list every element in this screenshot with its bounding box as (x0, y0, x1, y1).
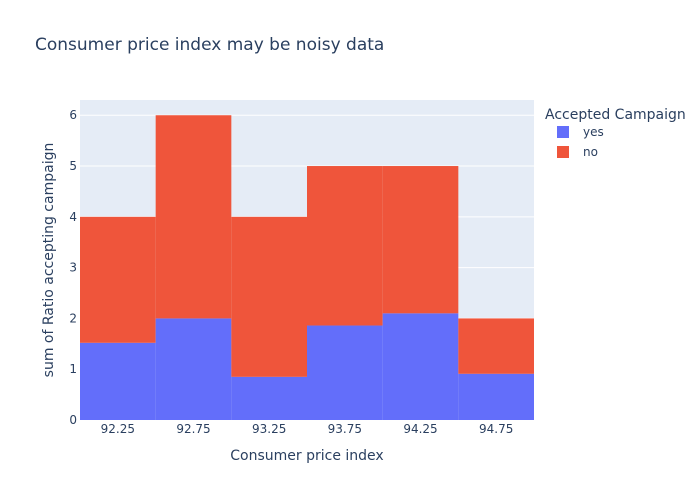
x-tick-label: 92.25 (101, 422, 135, 436)
bar-no-93.75[interactable] (307, 166, 383, 326)
bar-no-94.25[interactable] (382, 166, 459, 314)
bar-yes-92.25[interactable] (80, 342, 156, 420)
legend-label: yes (583, 125, 604, 139)
x-tick-labels: 92.25 92.75 93.25 93.75 94.25 94.75 (101, 422, 514, 436)
y-tick-label: 2 (69, 311, 77, 325)
chart-title: Consumer price index may be noisy data (35, 35, 384, 55)
legend[interactable]: Accepted Campaign yes no (545, 107, 686, 159)
x-tick-label: 94.75 (479, 422, 513, 436)
bar-yes-94.75[interactable] (458, 373, 534, 420)
y-tick-label: 6 (69, 108, 77, 122)
legend-swatch (557, 146, 569, 158)
bar-no-93.25[interactable] (231, 216, 307, 377)
x-tick-label: 92.75 (176, 422, 210, 436)
bar-yes-94.25[interactable] (382, 313, 459, 420)
legend-label: no (583, 145, 598, 159)
y-tick-label: 1 (69, 362, 77, 376)
y-tick-label: 0 (69, 413, 77, 427)
x-axis-title: Consumer price index (230, 448, 383, 464)
y-tick-label: 3 (69, 261, 77, 275)
bar-no-92.25[interactable] (80, 216, 156, 343)
bar-no-94.75[interactable] (458, 318, 534, 374)
x-tick-label: 93.25 (252, 422, 286, 436)
x-tick-label: 94.25 (403, 422, 437, 436)
y-tick-label: 4 (69, 210, 77, 224)
legend-title: Accepted Campaign (545, 107, 686, 123)
bar-yes-93.75[interactable] (307, 325, 383, 420)
y-tick-label: 5 (69, 159, 77, 173)
legend-item-yes[interactable]: yes (557, 125, 604, 139)
y-tick-labels: 0 1 2 3 4 5 6 (69, 108, 77, 427)
legend-swatch (557, 126, 569, 138)
legend-item-no[interactable]: no (557, 145, 598, 159)
bars (80, 115, 534, 420)
x-tick-label: 93.75 (328, 422, 362, 436)
bar-yes-93.25[interactable] (231, 376, 307, 420)
y-axis-title: sum of Ratio accepting campaign (41, 143, 57, 378)
bar-yes-92.75[interactable] (155, 318, 232, 420)
bar-no-92.75[interactable] (155, 115, 232, 319)
